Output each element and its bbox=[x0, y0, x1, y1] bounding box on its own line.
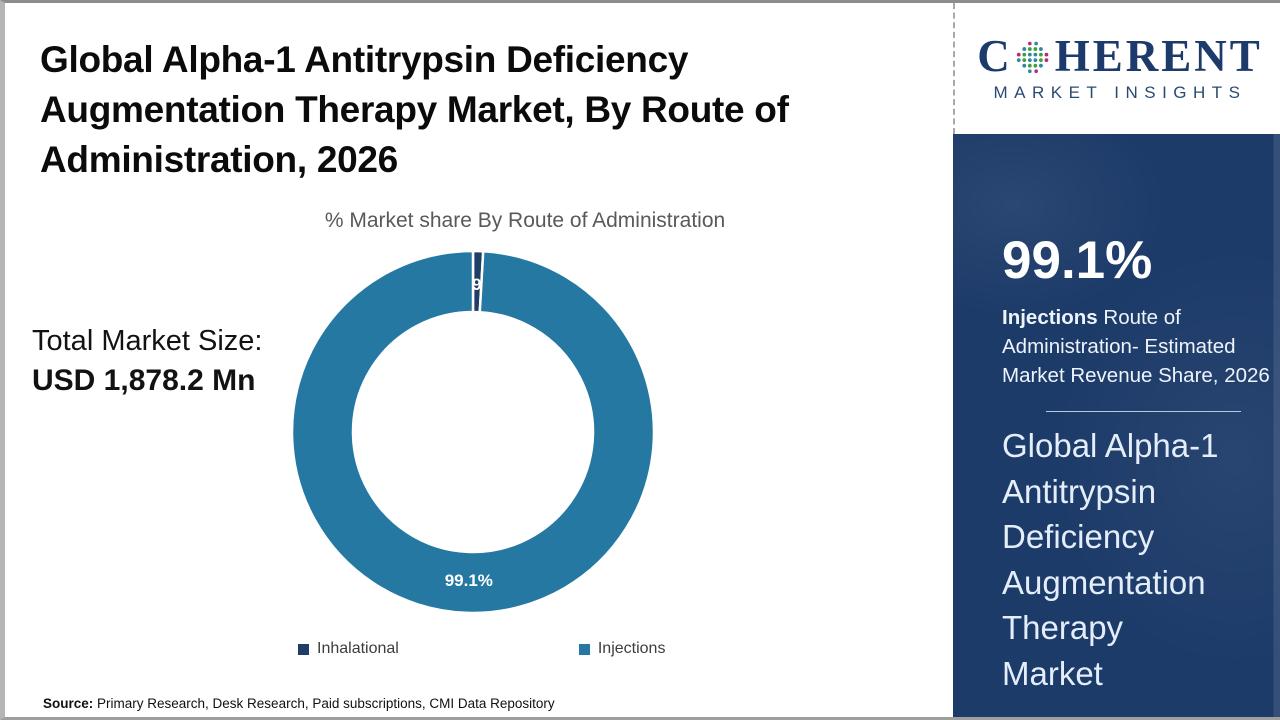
donut-chart: 0.9% 99.1% bbox=[283, 242, 663, 622]
logo-subtitle: MARKET INSIGHTS bbox=[993, 83, 1247, 102]
stat-description-bold: Injections bbox=[1002, 306, 1098, 329]
page-title: Global Alpha-1 Antitrypsin Deficiency Aug… bbox=[40, 39, 789, 180]
stat-value: 99.1% bbox=[1002, 231, 1153, 290]
legend-item-injections: Injections bbox=[578, 640, 666, 658]
legend-item-inhalational: Inhalational bbox=[298, 640, 399, 658]
total-market-size-value: USD 1,878.2 Mn bbox=[32, 364, 256, 397]
logo-text-end: HERENT bbox=[1054, 31, 1263, 81]
chart-title: % Market share By Route of Administratio… bbox=[324, 209, 726, 232]
logo-text-start: C bbox=[977, 31, 1013, 81]
legend-swatch-icon bbox=[298, 643, 309, 655]
dot-globe-icon bbox=[1016, 41, 1049, 73]
total-market-size-label: Total Market Size: bbox=[32, 325, 263, 357]
sidebar: 99.1% Injections Route of Administration… bbox=[953, 134, 1280, 717]
legend-swatch-icon bbox=[578, 643, 590, 655]
donut-slice-injections bbox=[290, 249, 656, 615]
source-line: Source: Primary Research, Desk Research,… bbox=[43, 696, 555, 711]
legend-label: Injections bbox=[597, 640, 666, 657]
sidebar-divider bbox=[1046, 411, 1241, 412]
source-text: Primary Research, Desk Research, Paid su… bbox=[93, 696, 555, 711]
slice-label-injections: 99.1% bbox=[445, 571, 493, 590]
brand-logo: C HERENT bbox=[977, 34, 1263, 79]
stat-description-rest: Route of Administration- Estimated Marke… bbox=[1002, 306, 1270, 387]
brand-logo-panel: C HERENT MARKET INSIG bbox=[953, 3, 1280, 134]
sidebar-market-title: Global Alpha-1 Antitrypsin Deficiency Augme… bbox=[1002, 427, 1219, 692]
total-market-size: Total Market Size: USD 1,878.2 Mn bbox=[32, 325, 262, 398]
donut-chart-svg: 0.9%99.1% bbox=[290, 249, 656, 615]
legend-label: Inhalational bbox=[317, 640, 399, 657]
stat-description: Injections Route of Administration- Esti… bbox=[1002, 303, 1270, 390]
source-label: Source: bbox=[43, 696, 94, 711]
chart-legend: Inhalational Injections bbox=[298, 640, 665, 658]
